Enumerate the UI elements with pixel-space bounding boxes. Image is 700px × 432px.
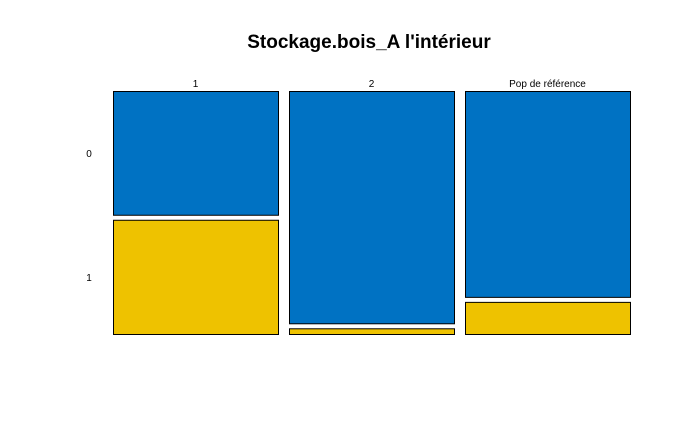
mosaic-tile-col1-row1 — [113, 219, 279, 335]
mosaic-tile-col3-row1 — [465, 301, 631, 335]
mosaic-tiles — [113, 91, 631, 335]
mosaic-tile-col2-row1 — [289, 328, 455, 335]
column-label: 2 — [369, 79, 375, 90]
row-label: 1 — [86, 273, 92, 284]
row-labels: 01 — [86, 149, 92, 284]
mosaic-tile-col3-row0 — [465, 91, 631, 298]
column-labels: 1 2 Pop de référence — [193, 79, 587, 90]
chart-title: Stockage.bois_A l'intérieur — [247, 32, 491, 53]
column-label: Pop de référence — [509, 79, 586, 90]
mosaic-tile-col2-row0 — [289, 91, 455, 325]
row-label: 0 — [86, 149, 92, 160]
mosaic-tile-col1-row0 — [113, 91, 279, 216]
column-label: 1 — [193, 79, 199, 90]
